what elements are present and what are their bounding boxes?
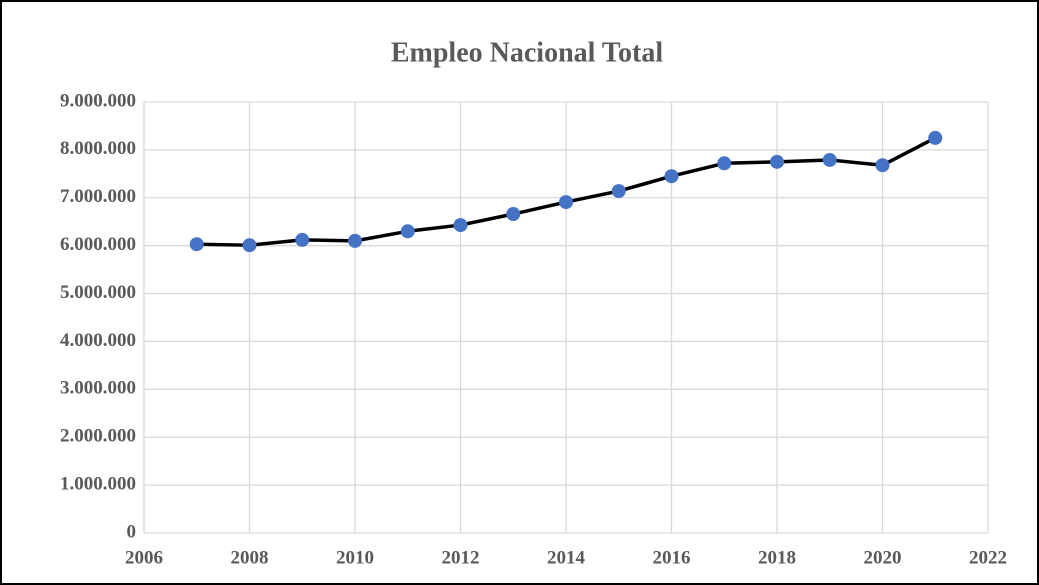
data-point <box>559 195 573 210</box>
data-point <box>611 184 626 199</box>
y-tick-label: 8.000.000 <box>60 138 136 159</box>
y-tick-label: 7.000.000 <box>60 186 136 207</box>
data-point <box>189 237 204 252</box>
y-tick-label: 4.000.000 <box>60 330 136 351</box>
data-point <box>400 224 415 239</box>
x-tick-label: 2022 <box>969 547 1007 568</box>
y-tick-label: 0 <box>127 521 137 542</box>
x-tick-label: 2012 <box>442 547 480 568</box>
data-point <box>770 154 784 169</box>
data-point <box>348 233 362 248</box>
x-tick-label: 2006 <box>125 547 163 568</box>
data-point <box>664 169 679 184</box>
x-tick-label: 2014 <box>547 547 586 568</box>
data-point <box>717 156 732 171</box>
x-tick-label: 2016 <box>653 547 691 568</box>
chart-title: Empleo Nacional Total <box>391 37 663 68</box>
x-tick-label: 2010 <box>336 547 374 568</box>
x-tick-label: 2008 <box>231 547 269 568</box>
y-tick-label: 1.000.000 <box>60 473 136 494</box>
data-point <box>506 207 521 222</box>
data-point <box>875 158 890 173</box>
data-point <box>242 238 257 253</box>
data-point <box>453 218 468 233</box>
y-tick-label: 3.000.000 <box>60 378 136 399</box>
y-tick-label: 5.000.000 <box>60 282 136 303</box>
x-tick-label: 2018 <box>758 547 796 568</box>
data-point <box>295 232 310 247</box>
x-tick-label: 2020 <box>864 547 902 568</box>
y-tick-label: 2.000.000 <box>60 426 136 447</box>
data-point <box>822 152 837 167</box>
data-point <box>928 130 943 145</box>
y-tick-label: 6.000.000 <box>60 234 136 255</box>
y-tick-label: 9.000.000 <box>60 90 136 111</box>
